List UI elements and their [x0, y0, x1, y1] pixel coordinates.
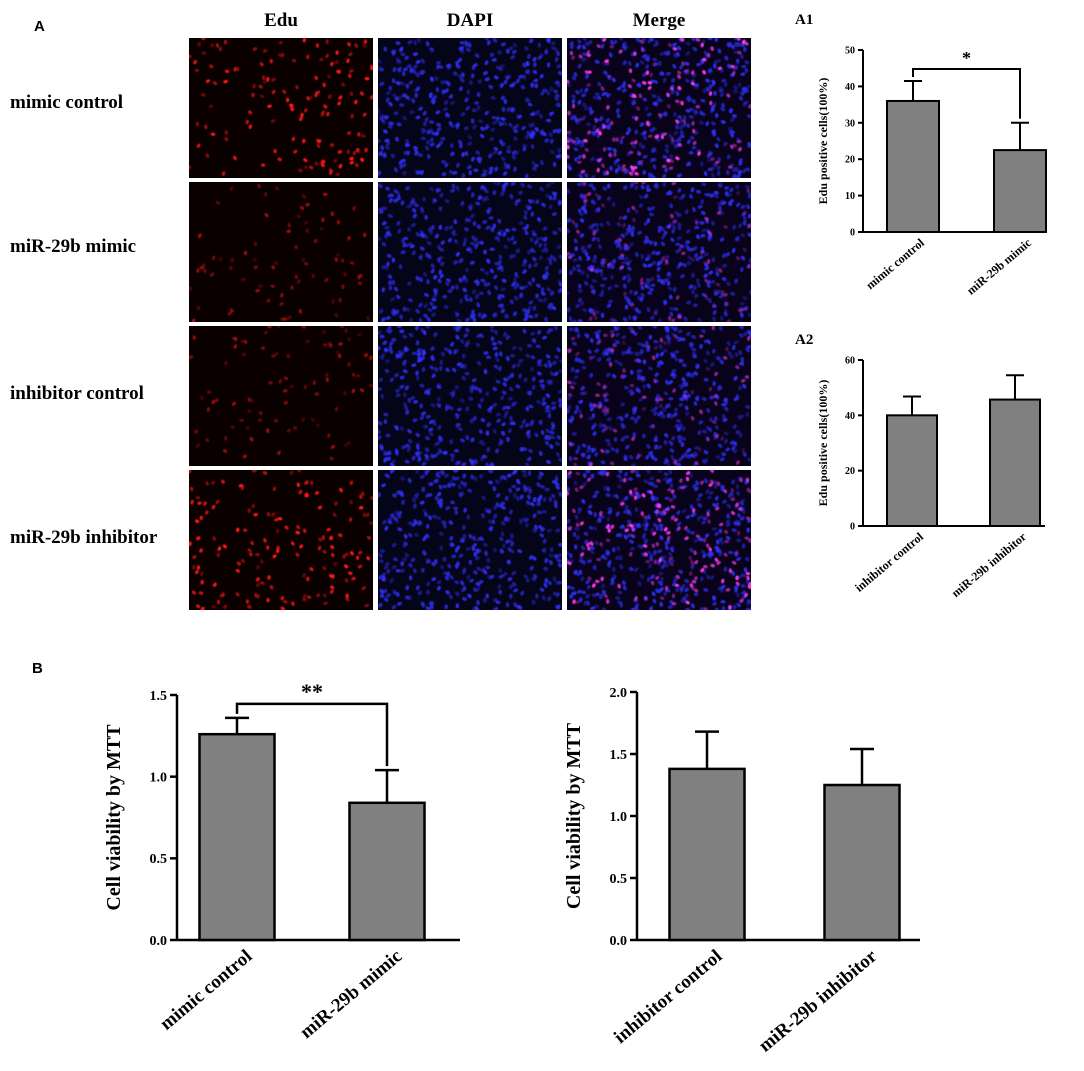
category-label-mir-29b-mimic: miR-29b mimic: [964, 235, 1035, 297]
y-tick-label: 60: [845, 356, 855, 367]
bar-mir-29b-mimic: [348, 801, 426, 942]
significance-bracket: [235, 702, 389, 767]
y-tick-label: 0.5: [150, 852, 168, 867]
micrograph-mir-29b-mimic-dapi: [378, 182, 562, 322]
micrograph-mir-29b-mimic-merge: [567, 182, 751, 322]
micrograph-mir-29b-inhibitor-merge: [567, 470, 751, 610]
y-tick-label: 0.0: [610, 934, 628, 949]
panel-b-letter: B: [32, 660, 43, 677]
column-header-edu: Edu: [264, 10, 298, 31]
y-tick-label: 1.0: [610, 810, 628, 825]
y-axis-label: Cell viability by MTT: [103, 724, 125, 911]
micrograph-inhibitor-control-merge: [567, 326, 751, 466]
y-tick-label: 0.5: [610, 872, 628, 887]
y-tick-label: 10: [845, 191, 855, 202]
category-label-mir-29b-inhibitor: miR-29b inhibitor: [949, 529, 1030, 600]
significance-bracket: [912, 67, 1021, 119]
micrograph-mir-29b-inhibitor-edu: [189, 470, 373, 610]
y-tick-label: 1.5: [610, 748, 628, 763]
bar-inhibitor-control: [668, 767, 746, 942]
category-label-inhibitor-control: inhibitor control: [852, 529, 926, 595]
y-tick-label: 0: [850, 522, 855, 533]
y-tick-label: 1.5: [150, 689, 168, 704]
category-label-mimic-control: mimic control: [863, 235, 927, 292]
row-label-mimic-control: mimic control: [10, 92, 124, 113]
chart-b-mimic: 0.0 0.5 1.0 1.5 Cell viability by MTT mimic c…: [103, 679, 460, 1043]
y-tick-label: 2.0: [610, 686, 628, 701]
y-axis-label: Edu positive cells(100%): [816, 380, 830, 507]
category-label-inhibitor-control: inhibitor control: [610, 946, 726, 1048]
bar-mimic-control: [198, 732, 276, 942]
bar-mir-29b-mimic: [993, 149, 1047, 234]
y-tick-label: 30: [845, 118, 855, 129]
column-header-dapi: DAPI: [446, 10, 494, 31]
y-tick-label: 20: [845, 466, 855, 477]
row-label-mir29b-mimic: miR-29b mimic: [10, 236, 137, 257]
y-axis-label: Cell viability by MTT: [563, 722, 585, 909]
micrograph-inhibitor-control-dapi: [378, 326, 562, 466]
chart-a1: A1 0 10 20 30 40 50 Edu positive cells(100%) mim…: [795, 12, 1047, 298]
y-tick-label: 20: [845, 155, 855, 166]
bar-mir-29b-inhibitor: [989, 398, 1041, 527]
bar-mir-29b-inhibitor: [823, 783, 901, 942]
y-tick-label: 0.0: [150, 934, 168, 949]
y-tick-label: 0: [850, 228, 855, 239]
y-tick-label: 40: [845, 411, 855, 422]
micrograph-mimic-control-edu: [189, 38, 373, 178]
micrograph-mimic-control-merge: [567, 38, 751, 178]
significance-marker: *: [962, 48, 971, 68]
y-tick-label: 50: [845, 46, 855, 57]
category-label-mimic-control: mimic control: [156, 946, 256, 1035]
bar-inhibitor-control: [886, 414, 938, 527]
chart-a2: A2 0 20 40 60 Edu positive cells(100%) inhibit…: [795, 332, 1045, 600]
row-label-inhibitor-control: inhibitor control: [10, 383, 144, 404]
micrograph-mir-29b-mimic-edu: [189, 182, 373, 322]
y-tick-label: 40: [845, 82, 855, 93]
panel-a2-letter: A2: [795, 332, 813, 348]
column-header-merge: Merge: [632, 10, 686, 31]
panel-a-letter: A: [34, 18, 45, 35]
row-label-mir29b-inhibitor: miR-29b inhibitor: [10, 527, 158, 548]
significance-marker: **: [301, 679, 323, 704]
micrograph-mir-29b-inhibitor-dapi: [378, 470, 562, 610]
micrograph-inhibitor-control-edu: [189, 326, 373, 466]
category-label-mir-29b-mimic: miR-29b mimic: [296, 946, 406, 1043]
y-axis-label: Edu positive cells(100%): [816, 78, 830, 205]
panel-a1-letter: A1: [795, 12, 813, 28]
category-label-mir-29b-inhibitor: miR-29b inhibitor: [755, 945, 882, 1056]
y-tick-label: 1.0: [150, 771, 168, 786]
micrograph-mimic-control-dapi: [378, 38, 562, 178]
bar-mimic-control: [886, 99, 940, 233]
chart-b-inhibitor: 0.0 0.5 1.0 1.5 2.0 Cell viability by MTT inhi…: [563, 686, 920, 1057]
